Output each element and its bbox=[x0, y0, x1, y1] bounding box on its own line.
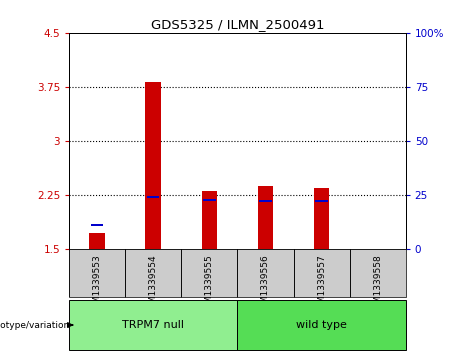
Bar bbox=[349, 249, 406, 297]
Bar bbox=[89, 233, 105, 249]
Title: GDS5325 / ILMN_2500491: GDS5325 / ILMN_2500491 bbox=[151, 19, 324, 32]
Text: GSM1339556: GSM1339556 bbox=[261, 254, 270, 315]
Bar bbox=[145, 82, 161, 249]
Text: GSM1339553: GSM1339553 bbox=[93, 254, 102, 315]
Bar bbox=[201, 191, 217, 249]
Text: GSM1339555: GSM1339555 bbox=[205, 254, 214, 315]
Text: wild type: wild type bbox=[296, 320, 347, 330]
Bar bbox=[125, 249, 181, 297]
Text: TRPM7 null: TRPM7 null bbox=[122, 320, 184, 330]
Text: GSM1339558: GSM1339558 bbox=[373, 254, 382, 315]
Bar bbox=[237, 299, 406, 350]
Bar bbox=[69, 249, 125, 297]
Bar bbox=[69, 299, 237, 350]
Text: GSM1339557: GSM1339557 bbox=[317, 254, 326, 315]
Bar bbox=[91, 224, 103, 226]
Text: GSM1339554: GSM1339554 bbox=[149, 254, 158, 315]
Bar bbox=[294, 249, 349, 297]
Bar bbox=[258, 186, 273, 249]
Bar bbox=[237, 249, 294, 297]
Bar bbox=[315, 200, 328, 202]
Bar bbox=[181, 249, 237, 297]
Text: genotype/variation: genotype/variation bbox=[0, 321, 70, 330]
Bar bbox=[259, 200, 272, 202]
Bar bbox=[313, 188, 330, 249]
Bar bbox=[147, 196, 160, 199]
Bar bbox=[203, 199, 216, 201]
